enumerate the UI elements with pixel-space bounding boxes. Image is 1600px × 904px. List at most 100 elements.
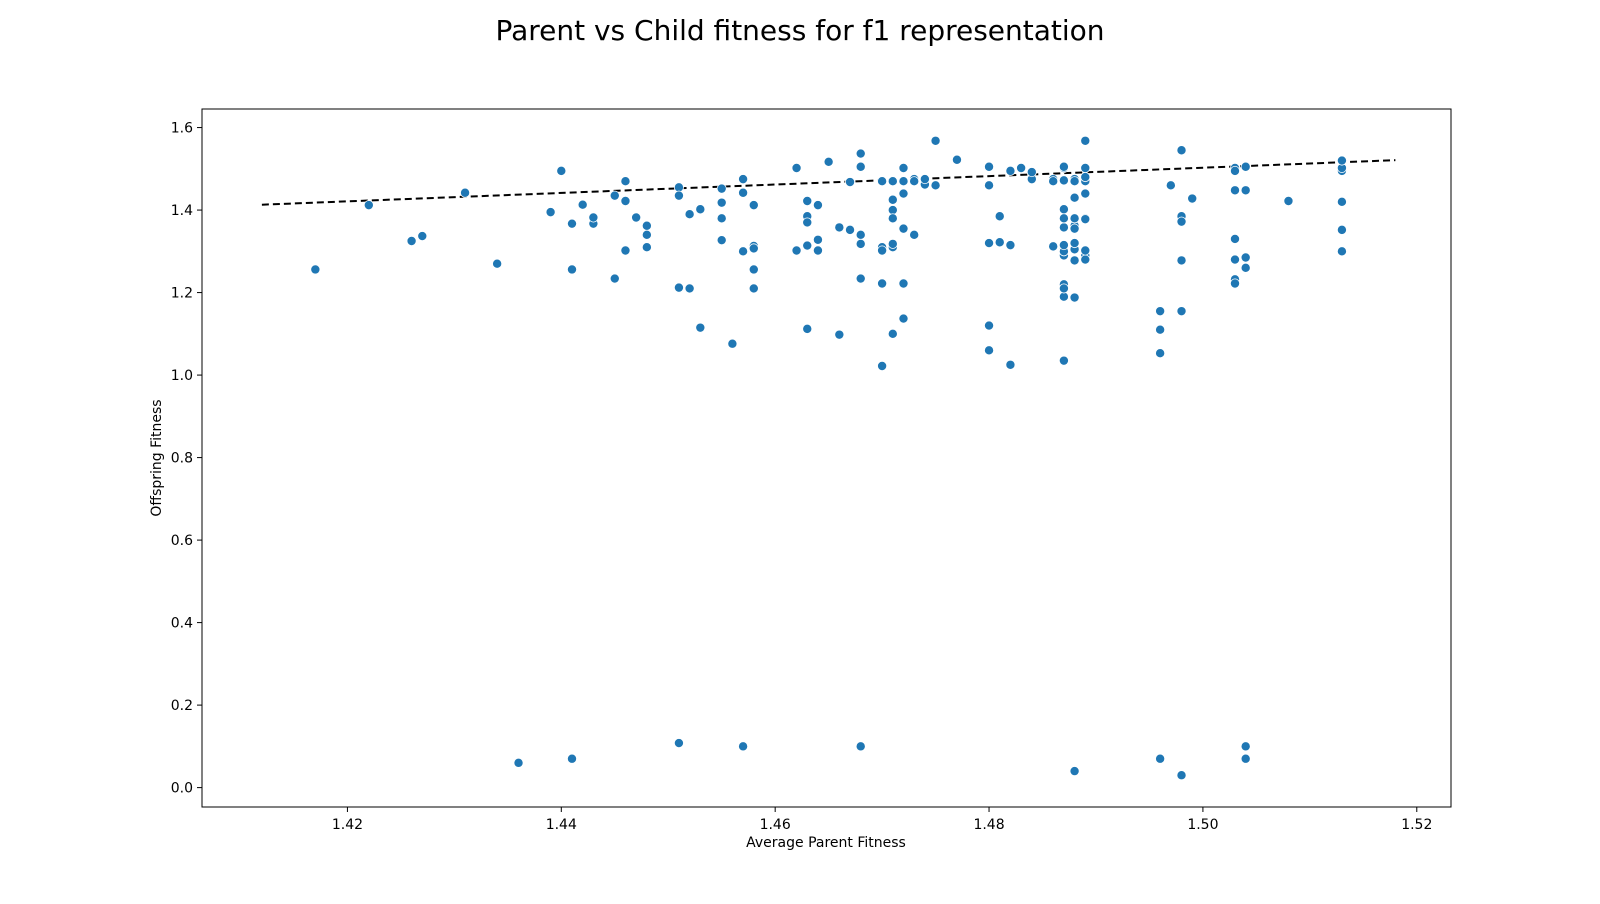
y-tick-label: 1.4 <box>171 203 193 219</box>
x-tick-label: 1.42 <box>332 817 363 833</box>
data-point <box>1048 241 1059 252</box>
data-point <box>855 229 866 240</box>
data-point <box>812 200 823 211</box>
data-point <box>1080 135 1091 146</box>
data-point <box>609 190 620 201</box>
data-point <box>1016 162 1027 173</box>
data-point <box>1058 161 1069 172</box>
data-point <box>909 229 920 240</box>
data-point <box>1005 165 1016 176</box>
data-point <box>673 190 684 201</box>
data-point <box>855 238 866 249</box>
trend-line-layer <box>261 159 1396 206</box>
data-point <box>1058 291 1069 302</box>
data-point <box>609 273 620 284</box>
data-point <box>1080 172 1091 183</box>
data-point <box>812 245 823 256</box>
plot-area-frame <box>201 108 1452 808</box>
data-point <box>727 338 738 349</box>
data-point <box>738 741 749 752</box>
data-point <box>588 212 599 223</box>
data-point <box>1069 223 1080 234</box>
data-point <box>1240 262 1251 273</box>
data-point <box>738 187 749 198</box>
data-point <box>802 240 813 251</box>
data-point <box>984 238 995 249</box>
data-point <box>855 161 866 172</box>
data-point <box>791 162 802 173</box>
x-axis: 1.42 1.44 1.46 1.48 1.50 1.52 <box>332 807 1432 833</box>
data-point <box>898 188 909 199</box>
data-point <box>1176 306 1187 317</box>
data-point <box>566 264 577 275</box>
data-point <box>845 177 856 188</box>
data-point <box>1080 214 1091 225</box>
data-point <box>310 264 321 275</box>
data-point <box>845 224 856 235</box>
data-point <box>1240 753 1251 764</box>
data-point <box>631 212 642 223</box>
data-point <box>898 176 909 187</box>
data-point <box>1069 176 1080 187</box>
data-point <box>812 234 823 245</box>
trend-line <box>261 159 1396 206</box>
data-point <box>877 361 888 372</box>
data-point <box>791 245 802 256</box>
data-point <box>1187 193 1198 204</box>
chart-title: Parent vs Child fitness for f1 represent… <box>495 14 1104 47</box>
data-point <box>984 161 995 172</box>
data-point <box>1058 283 1069 294</box>
data-point <box>1336 246 1347 257</box>
data-point <box>1058 213 1069 224</box>
data-point <box>855 273 866 284</box>
data-point <box>1240 741 1251 752</box>
data-point <box>1229 233 1240 244</box>
data-point <box>1229 254 1240 265</box>
data-point <box>684 283 695 294</box>
data-point <box>748 243 759 254</box>
data-point <box>1080 188 1091 199</box>
data-point <box>930 180 941 191</box>
data-point <box>716 235 727 246</box>
data-point <box>492 258 503 269</box>
y-tick-label: 0.4 <box>171 616 193 632</box>
data-point <box>1069 238 1080 249</box>
data-point <box>1229 185 1240 196</box>
data-point <box>1058 204 1069 215</box>
data-point <box>802 195 813 206</box>
data-point <box>1069 255 1080 266</box>
x-tick-label: 1.44 <box>546 817 577 833</box>
data-point <box>716 197 727 208</box>
data-point <box>1155 348 1166 359</box>
data-point <box>620 245 631 256</box>
y-tick-label: 0.2 <box>171 698 193 714</box>
data-point <box>887 238 898 249</box>
data-point <box>994 211 1005 222</box>
data-point <box>620 195 631 206</box>
y-tick-label: 0.6 <box>171 533 193 549</box>
data-point <box>1229 165 1240 176</box>
data-point <box>417 231 428 242</box>
data-point <box>1005 359 1016 370</box>
data-point <box>887 205 898 216</box>
y-tick-label: 1.2 <box>171 286 193 302</box>
data-point <box>877 245 888 256</box>
data-point <box>748 283 759 294</box>
data-point <box>1069 213 1080 224</box>
y-axis-label: Offspring Fitness <box>149 399 165 516</box>
data-point <box>898 313 909 324</box>
data-point <box>1336 155 1347 166</box>
data-point <box>1155 324 1166 335</box>
data-point <box>898 162 909 173</box>
data-point <box>1058 222 1069 233</box>
data-point <box>1165 180 1176 191</box>
data-point <box>1176 216 1187 227</box>
data-point <box>887 328 898 339</box>
data-point <box>1080 162 1091 173</box>
data-point <box>1069 192 1080 203</box>
data-point <box>909 176 920 187</box>
data-point <box>1155 753 1166 764</box>
data-point <box>1080 254 1091 265</box>
data-point <box>577 199 588 210</box>
data-point <box>1229 278 1240 289</box>
